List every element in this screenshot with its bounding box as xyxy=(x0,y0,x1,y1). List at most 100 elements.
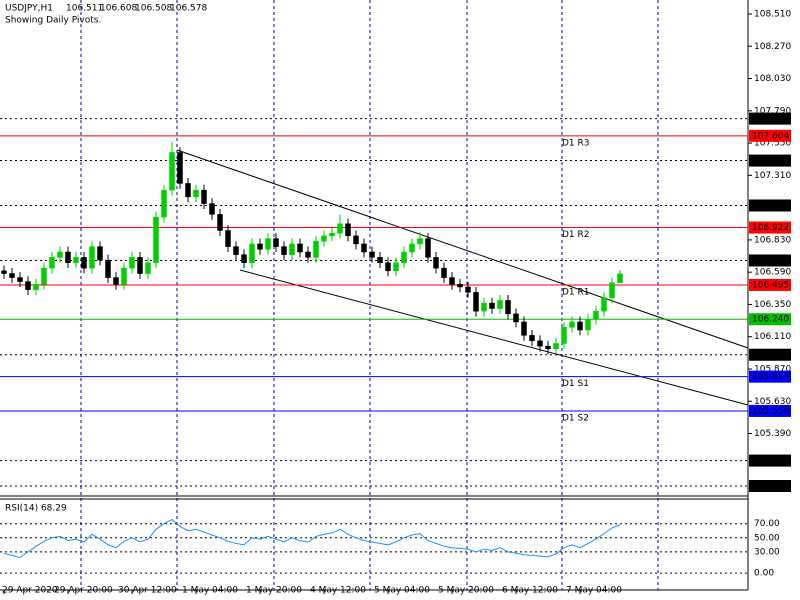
candle-body xyxy=(577,321,583,331)
candle-body xyxy=(65,251,71,264)
candle-body xyxy=(273,238,279,247)
candle-body xyxy=(513,313,519,323)
candle-body xyxy=(137,257,143,274)
level-label: 107.732 xyxy=(752,114,789,124)
indicator-line xyxy=(3,518,621,559)
candle-body xyxy=(329,232,335,237)
ohlc-close: 106.578 xyxy=(170,4,207,14)
indicator-tick-label: 30.00 xyxy=(754,547,780,557)
level-label-box xyxy=(749,404,791,417)
level-label: 106.922 xyxy=(752,223,789,233)
candle-body xyxy=(177,152,183,184)
candle-body xyxy=(521,321,527,336)
candle-body xyxy=(97,246,103,261)
candle-body xyxy=(33,284,39,290)
level-name: D1 S2 xyxy=(562,413,589,423)
ohlc-high: 106.608 xyxy=(100,4,137,14)
candle-body xyxy=(73,257,79,264)
candle-body xyxy=(401,251,407,264)
candle-body xyxy=(585,318,591,331)
x-tick-label: 5 May 20:00 xyxy=(438,586,494,596)
candle-body xyxy=(537,340,543,347)
candle-body xyxy=(377,257,383,264)
candle-body xyxy=(153,216,159,264)
candle-body xyxy=(425,238,431,258)
candle-body xyxy=(89,246,95,269)
level-label-box xyxy=(749,199,791,212)
candle-body xyxy=(169,152,175,191)
level-label: 105.976 xyxy=(752,350,789,360)
x-tick-label: 29 Apr 2020 xyxy=(2,586,58,596)
y-tick-label: 107.790 xyxy=(754,106,791,116)
level-label: 106.240 xyxy=(752,315,789,325)
x-tick-label: 29 Apr 20:00 xyxy=(54,586,113,596)
level-label-box xyxy=(749,479,791,492)
candle-body xyxy=(233,246,239,255)
candle-body xyxy=(313,240,319,258)
candle-body xyxy=(385,262,391,272)
x-tick-label: 7 May 04:00 xyxy=(566,586,622,596)
candle-body xyxy=(9,273,15,278)
level-label-box xyxy=(749,454,791,467)
candle-body xyxy=(201,189,207,204)
indicator-tick-label: 50.00 xyxy=(754,533,780,543)
candle-body xyxy=(553,343,559,350)
chart-subtitle: Showing Daily Pivots. xyxy=(5,16,101,26)
candle-body xyxy=(257,243,263,250)
level-label-box xyxy=(749,221,791,234)
candle-body xyxy=(249,243,255,264)
x-tick-label: 30 Apr 12:00 xyxy=(118,586,177,596)
level-label-box xyxy=(749,278,791,291)
y-tick-label: 106.350 xyxy=(754,300,791,310)
candle-body xyxy=(49,257,55,269)
candle-body xyxy=(393,262,399,272)
candle-body xyxy=(241,254,247,264)
level-label: 105.813 xyxy=(752,372,789,382)
candle-body xyxy=(25,281,31,290)
y-tick-label: 106.830 xyxy=(754,235,791,245)
candle-body xyxy=(305,251,311,258)
period-separators xyxy=(80,0,659,590)
candle-body xyxy=(457,284,463,288)
candle-body xyxy=(569,321,575,328)
ohlc-low: 106.508 xyxy=(135,4,172,14)
level-label-box xyxy=(749,112,791,125)
candle-body xyxy=(361,243,367,253)
ohlc-open: 106.511 xyxy=(66,4,103,14)
candle-body xyxy=(17,277,23,282)
candle-body xyxy=(489,302,495,309)
candle-body xyxy=(345,223,351,237)
y-tick-label: 108.030 xyxy=(754,74,791,84)
candle-body xyxy=(337,223,343,234)
candle-body xyxy=(289,243,295,255)
candle-body xyxy=(449,277,455,285)
candle-body xyxy=(473,292,479,312)
candle-body xyxy=(217,214,223,231)
y-tick-label: 105.390 xyxy=(754,429,791,439)
candle-body xyxy=(321,235,327,242)
candle-body xyxy=(1,270,7,274)
level-label: 107.420 xyxy=(752,156,789,166)
y-tick-label: 106.590 xyxy=(754,268,791,278)
candle-body xyxy=(353,235,359,245)
candle-body xyxy=(497,300,503,309)
level-label-box xyxy=(749,129,791,142)
candle-body xyxy=(57,251,63,258)
level-label: 106.495 xyxy=(752,280,789,290)
level-label-box xyxy=(749,370,791,383)
candle-body xyxy=(617,273,623,284)
candle-body xyxy=(225,230,231,247)
candle-body xyxy=(145,262,151,274)
candle-body xyxy=(417,238,423,245)
x-tick-label: 6 May 12:00 xyxy=(502,586,558,596)
candle-body xyxy=(209,203,215,215)
candle-body xyxy=(465,286,471,293)
level-name: D1 R2 xyxy=(562,230,590,240)
y-tick-label: 105.870 xyxy=(754,364,791,374)
level-label: 105.558 xyxy=(752,406,789,416)
level-label-box xyxy=(749,348,791,361)
candle-body xyxy=(369,251,375,258)
x-tick-label: 5 May 04:00 xyxy=(374,586,430,596)
